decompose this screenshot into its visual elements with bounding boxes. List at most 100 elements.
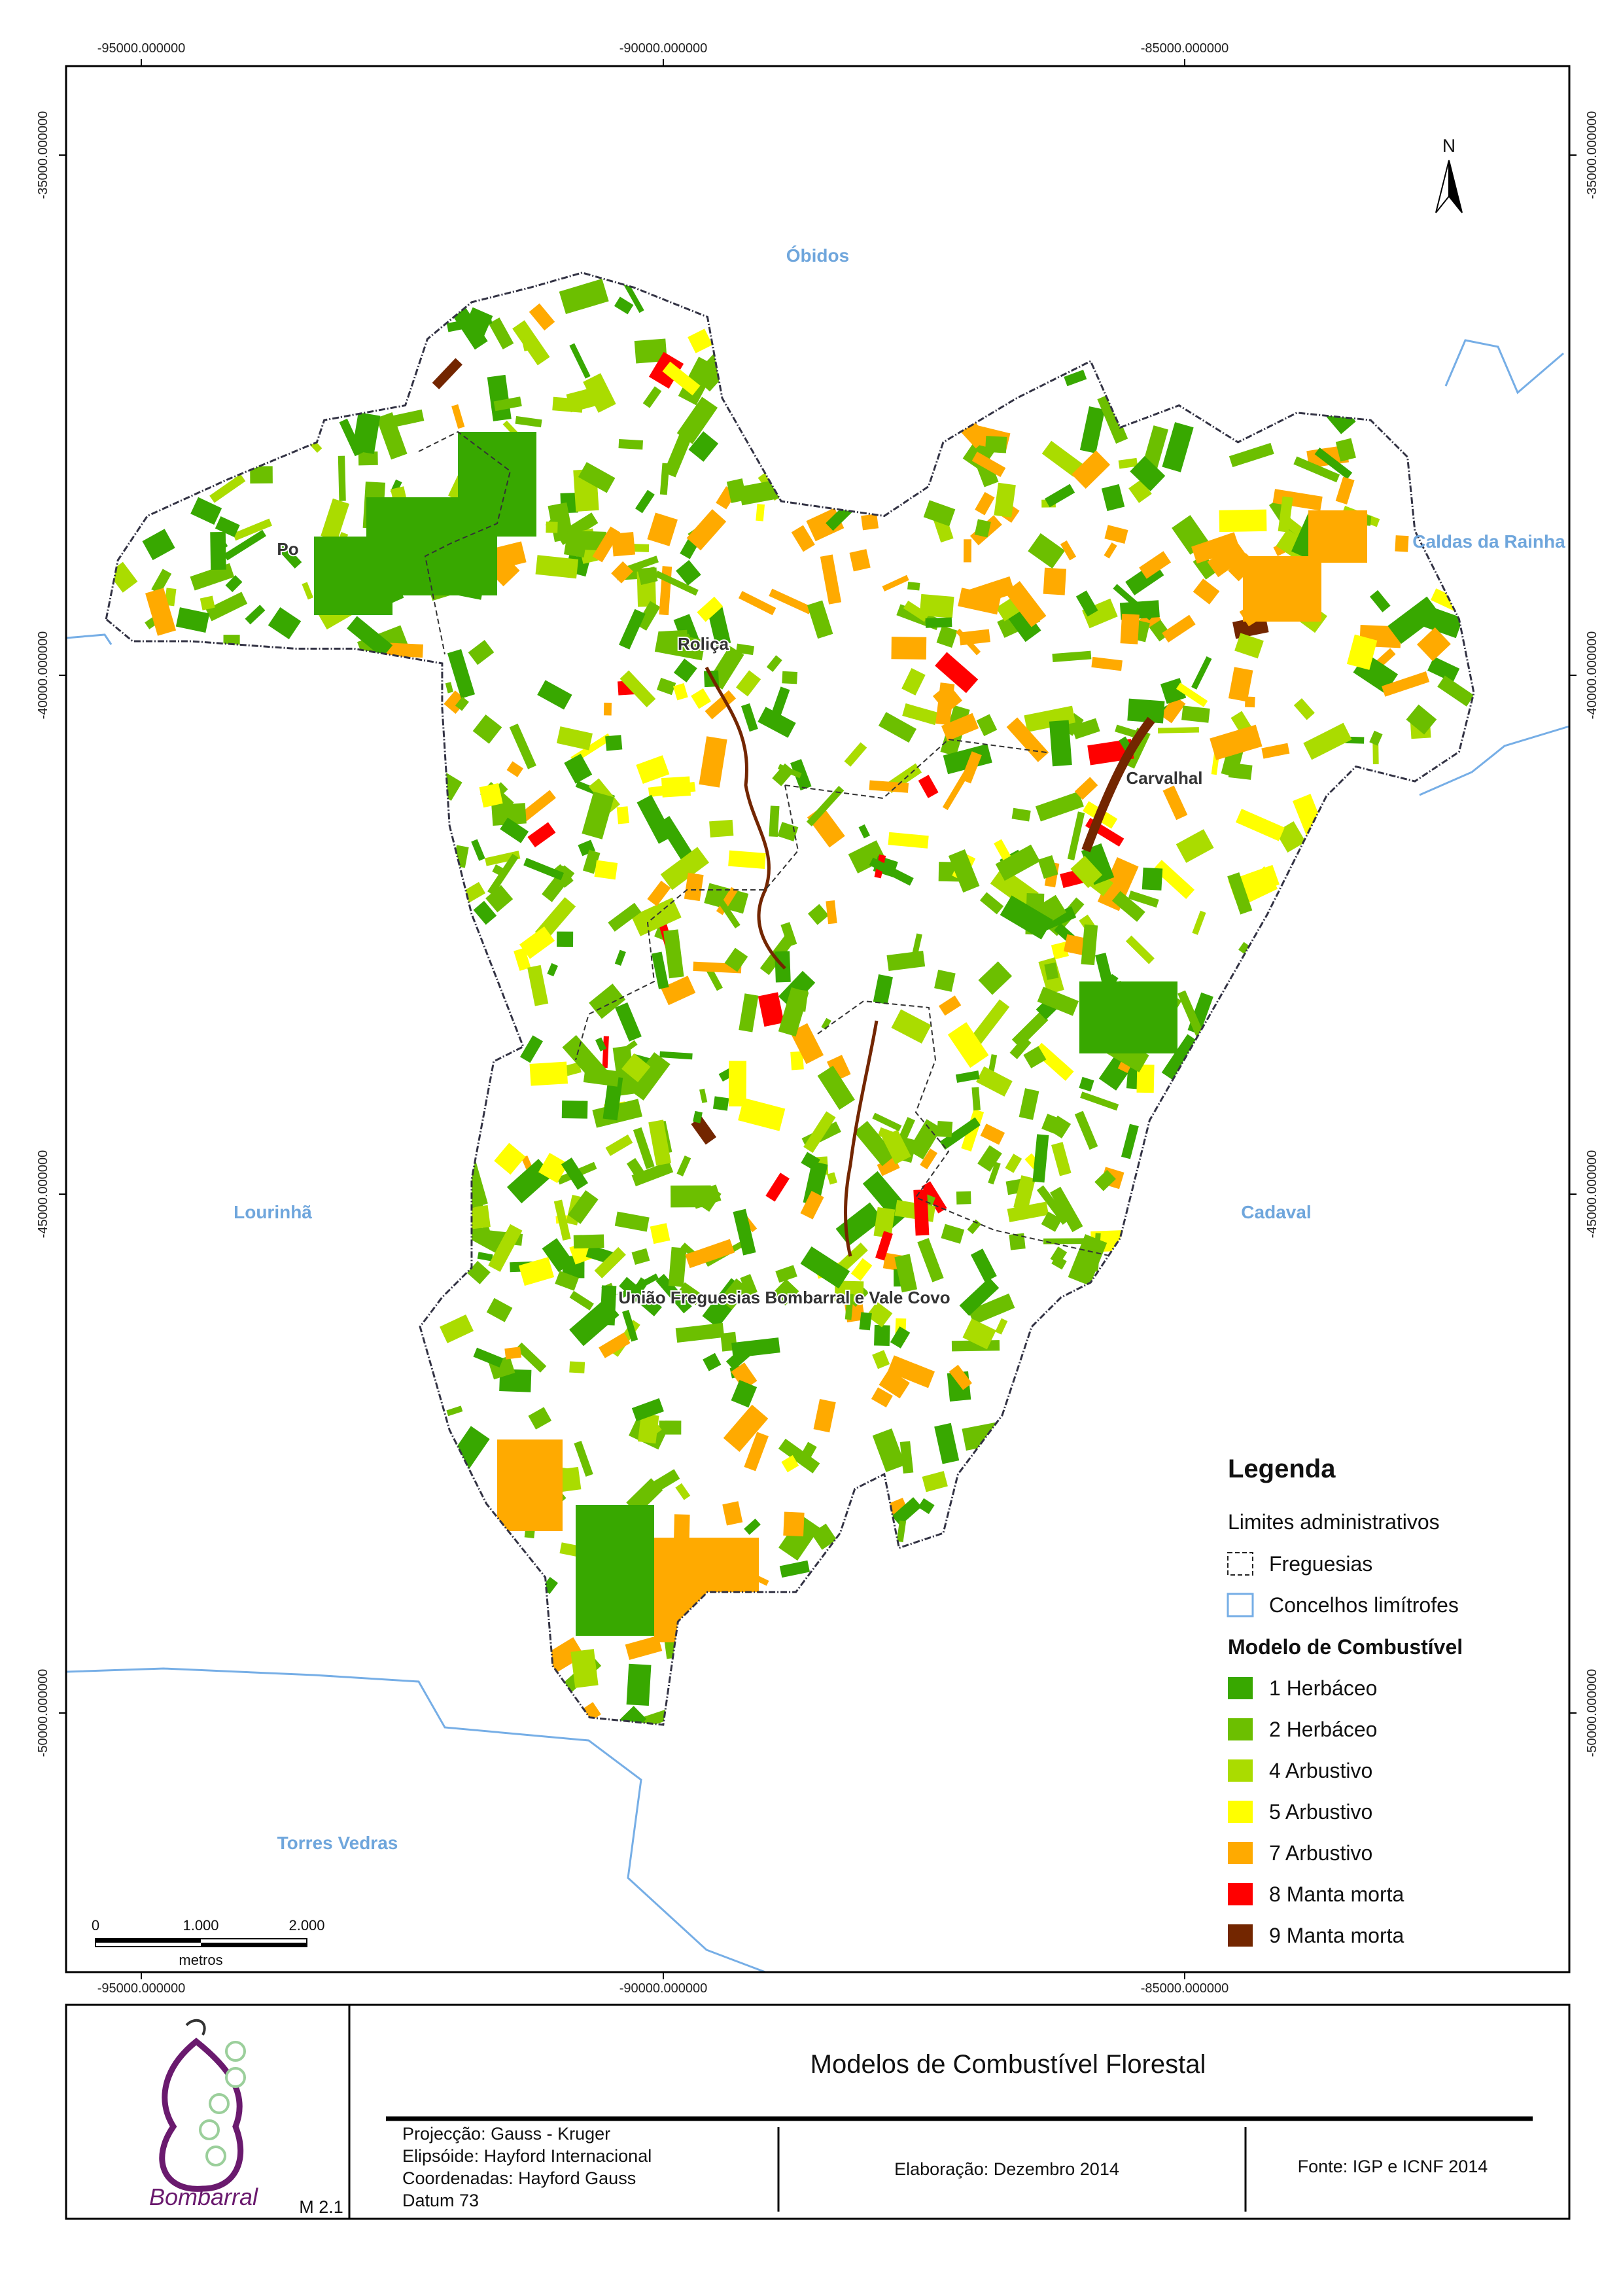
fuel-patch [1130, 456, 1166, 491]
fuel-patch [1011, 1012, 1049, 1048]
fuel-patch [614, 949, 626, 966]
fuel-patch [778, 987, 809, 1037]
fuel-patch [1293, 456, 1340, 483]
fuel-patch [518, 1257, 555, 1286]
fuel-patch [882, 574, 909, 592]
fuel-patch [647, 512, 678, 546]
fuel-patch [709, 819, 734, 838]
fuel-patch [744, 1432, 769, 1472]
fuel-patch [268, 607, 302, 639]
grid-label: -40000.000000 [1585, 631, 1599, 720]
fuel-patch [1068, 1234, 1107, 1286]
fuel-patch [455, 696, 469, 711]
fuel-patch [1162, 422, 1194, 472]
fuel-patch [1192, 910, 1206, 935]
legend-label: 5 Arbustivo [1269, 1800, 1372, 1824]
fuel-patch [662, 361, 701, 396]
fuel-patch [861, 514, 879, 531]
fuel-patch [1176, 682, 1208, 707]
fuel-patch [651, 951, 669, 989]
projection-line: Projecção: Gauss - Kruger [402, 2124, 610, 2144]
fuel-patch [873, 974, 893, 1005]
fuel-patch [619, 1706, 647, 1725]
fuel-patch [685, 1239, 735, 1269]
fuel-patch [619, 670, 656, 708]
fuel-patch [1051, 942, 1069, 960]
fuel-patch [1064, 370, 1087, 387]
scale-bar [96, 1939, 201, 1943]
fuel-patch [1293, 698, 1315, 720]
fuel-patch [977, 1145, 1002, 1172]
legend-swatch [1228, 1718, 1253, 1740]
fuel-patch [1142, 867, 1163, 891]
fuel-patch [1176, 829, 1214, 863]
fuel-patch [975, 491, 995, 516]
fuel-patch [740, 1274, 758, 1296]
fuel-patch [621, 1053, 651, 1082]
fuel-patch [1080, 1091, 1119, 1111]
fuel-patch [1032, 1134, 1049, 1183]
fuel-patch [790, 1023, 824, 1065]
fuel-patch [1128, 891, 1159, 908]
fuel-patch [778, 1515, 820, 1561]
fuel-patch [1207, 540, 1247, 578]
fuel-patch [1314, 448, 1353, 480]
fuel-patch [941, 713, 979, 741]
fuel-patch [739, 993, 759, 1033]
legend-swatch [1228, 1883, 1253, 1905]
fuel-patch [935, 682, 955, 726]
fuel-patch [622, 1309, 638, 1342]
fuel-patch [848, 840, 886, 874]
fuel-patch [956, 628, 981, 656]
fuel-patch [873, 1207, 896, 1239]
fuel-patch [650, 1223, 671, 1245]
fuel-patch [979, 892, 1004, 915]
freguesia-boundary [575, 785, 799, 1061]
fuel-patch [920, 1148, 938, 1170]
stream [705, 666, 786, 970]
fuel-patch [519, 926, 555, 959]
fuel-patch [963, 539, 972, 563]
fuel-patch [1024, 705, 1076, 732]
fuel-patch [1044, 962, 1059, 980]
fuel-patch [500, 817, 529, 843]
fuel-patch [528, 1407, 552, 1430]
map-layer [65, 272, 1570, 1973]
legend-swatch [1228, 1759, 1253, 1782]
fuel-patch [605, 1134, 633, 1156]
fuel-patch [801, 1152, 820, 1171]
fuel-patch [1074, 1110, 1098, 1150]
fuel-patch [1036, 1185, 1070, 1225]
fuel-patch [980, 1123, 1005, 1145]
fuel-patch [458, 432, 536, 537]
fuel-patch [1041, 440, 1083, 477]
grid-label: -35000.000000 [36, 111, 50, 200]
fuel-patch [882, 1129, 911, 1165]
fuel-patch [633, 1127, 655, 1169]
fuel-patch [935, 652, 979, 694]
fuel-patch [939, 1117, 981, 1150]
legend-label: 1 Herbáceo [1269, 1676, 1377, 1700]
parish-name: União Freguesias Bombarral e Vale Covo [618, 1288, 950, 1307]
fuel-patch [205, 592, 248, 622]
fuel-patch [820, 554, 842, 605]
fuel-patch [978, 961, 1013, 995]
fuel-patch [466, 1261, 491, 1284]
fuel-patch [703, 1352, 722, 1371]
fuel-patch [705, 966, 723, 991]
fuel-patch [175, 607, 210, 633]
fuel-patch [869, 857, 914, 886]
grid-label: -90000.000000 [619, 1981, 708, 1996]
fuel-patch [913, 1189, 930, 1236]
fuel-patch [1043, 567, 1066, 595]
fuel-patch [529, 1061, 568, 1086]
stream [844, 1020, 879, 1257]
fuel-patch [568, 1190, 599, 1224]
fuel-patch [1023, 1046, 1047, 1069]
fuel-patch [1074, 777, 1098, 800]
fuel-patch [1013, 1175, 1036, 1211]
fuel-patch [217, 537, 228, 550]
fuel-patch [1406, 704, 1437, 735]
title-block-frame [65, 2004, 1571, 2220]
fuel-patch [614, 1211, 650, 1232]
